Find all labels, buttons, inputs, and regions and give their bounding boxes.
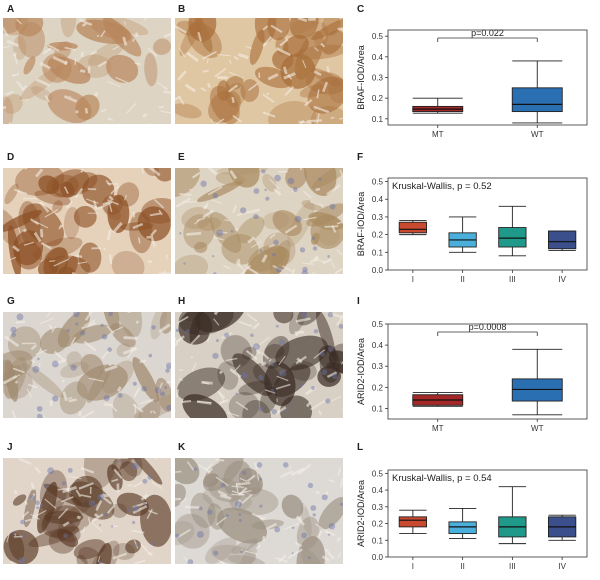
y-tick-label: 0.2 (372, 383, 384, 392)
y-tick-label: 0.1 (372, 248, 384, 257)
x-tick-label: WT (531, 424, 544, 433)
y-tick-label: 0.2 (372, 520, 384, 529)
x-tick-label: MT (432, 424, 444, 433)
y-axis-label: ARID2-IOD/Area (356, 338, 366, 405)
panel-label-a: A (7, 4, 14, 15)
panel-label-g: G (7, 296, 15, 307)
x-tick-label: WT (531, 130, 544, 139)
box-iii (499, 487, 526, 544)
kruskal-wallis-annotation: Kruskal-Wallis, p = 0.52 (392, 181, 492, 192)
y-axis-label: ARID2-IOD/Area (356, 480, 366, 547)
y-tick-label: 0.5 (372, 320, 384, 329)
y-axis-label: BRAF-IOD/Area (356, 192, 366, 257)
x-tick-label: II (460, 562, 464, 571)
y-axis-label: BRAF-IOD/Area (356, 45, 366, 110)
x-tick-label: III (509, 562, 516, 571)
y-tick-label: 0.4 (372, 486, 384, 495)
box-iii (499, 206, 526, 256)
micrograph-d (3, 168, 171, 274)
y-tick-label: 0.2 (372, 231, 384, 240)
panel-label-d: D (7, 152, 14, 163)
box-wt (512, 349, 562, 414)
panel-label-c: C (357, 4, 364, 15)
y-tick-label: 0.5 (372, 178, 384, 187)
box-iv (548, 515, 575, 540)
y-tick-label: 0.0 (372, 553, 384, 562)
panel-label-f: F (357, 152, 363, 163)
micrograph-e (175, 168, 343, 274)
y-tick-label: 0.5 (372, 469, 384, 478)
y-tick-label: 0.4 (372, 195, 384, 204)
panel-label-b: B (178, 4, 185, 15)
x-tick-label: I (412, 275, 414, 284)
panel-label-k: K (178, 442, 185, 453)
p-value-annotation: p=0.0008 (469, 322, 507, 332)
micrograph-a (3, 18, 171, 124)
box-i (399, 510, 426, 533)
y-tick-label: 0.4 (372, 341, 384, 350)
p-value-annotation: p=0.022 (471, 28, 504, 38)
box-mt (413, 98, 463, 113)
panel-label-j: J (7, 442, 13, 453)
box-ii (449, 217, 476, 252)
y-tick-label: 0.3 (372, 503, 384, 512)
panel-label-l: L (357, 442, 363, 453)
x-tick-label: MT (432, 130, 444, 139)
micrograph-k (175, 458, 343, 564)
box-ii (449, 508, 476, 538)
y-tick-label: 0.1 (372, 115, 384, 124)
micrograph-h (175, 312, 343, 418)
x-tick-label: IV (558, 275, 566, 284)
micrograph-g (3, 312, 171, 418)
y-tick-label: 0.1 (372, 404, 384, 413)
y-tick-label: 0.4 (372, 53, 384, 62)
y-tick-label: 0.3 (372, 362, 384, 371)
box-iv (548, 231, 575, 250)
panel-label-e: E (178, 152, 185, 163)
kruskal-wallis-annotation: Kruskal-Wallis, p = 0.54 (392, 473, 492, 484)
panel-label-h: H (178, 296, 185, 307)
y-tick-label: 0.3 (372, 213, 384, 222)
micrograph-b (175, 18, 343, 124)
box-i (399, 220, 426, 234)
box-wt (512, 61, 562, 123)
boxplot-c: 0.1 0.2 0.3 0.4 0.5 BRAF-IOD/Area MT WT p=0.022 (350, 18, 595, 143)
box-mt (413, 393, 463, 407)
x-tick-label: III (509, 275, 516, 284)
panel-label-i: I (357, 296, 360, 307)
y-tick-label: 0.2 (372, 94, 384, 103)
y-tick-label: 0.1 (372, 536, 384, 545)
y-tick-label: 0.5 (372, 32, 384, 41)
boxplot-i: 0.1 0.2 0.3 0.4 0.5 ARID2-IOD/Area MT WT p=0.000… (350, 312, 595, 437)
y-tick-label: 0.0 (372, 266, 384, 275)
x-tick-label: II (460, 275, 464, 284)
micrograph-j (3, 458, 171, 564)
x-tick-label: IV (558, 562, 566, 571)
x-tick-label: I (412, 562, 414, 571)
y-tick-label: 0.3 (372, 74, 384, 83)
